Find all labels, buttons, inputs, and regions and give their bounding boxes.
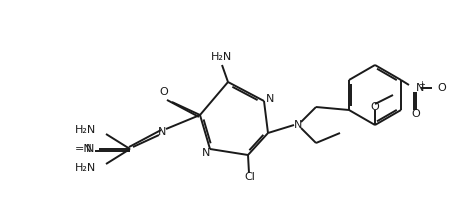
Text: O: O — [371, 102, 379, 112]
Text: N: N — [86, 144, 94, 154]
Text: O: O — [159, 87, 169, 97]
Text: N: N — [266, 94, 274, 104]
Text: O: O — [412, 109, 420, 119]
Text: O: O — [437, 83, 446, 93]
Text: Cl: Cl — [245, 172, 255, 182]
Text: ⁻: ⁻ — [441, 80, 445, 89]
Text: N: N — [294, 120, 302, 130]
Text: =N: =N — [75, 144, 93, 154]
Text: H₂N: H₂N — [75, 125, 96, 135]
Text: N: N — [202, 148, 210, 158]
Text: +: + — [418, 80, 425, 89]
Text: N: N — [416, 83, 424, 93]
Text: H₂N: H₂N — [212, 52, 233, 62]
Text: H₂N: H₂N — [75, 163, 96, 173]
Text: N: N — [158, 127, 166, 137]
